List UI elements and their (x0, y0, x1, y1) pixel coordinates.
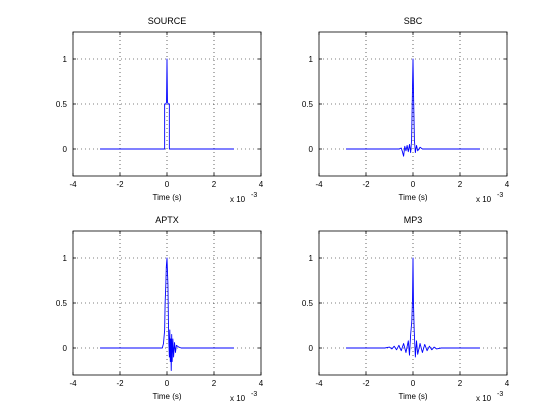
y-tick-label: 0 (309, 145, 314, 154)
x-multiplier-label: x 10 (230, 394, 246, 403)
subplot-sbc: -4 -2 0 2 4 0 0.5 1 SBC Time (s) x 10 -3 (302, 16, 510, 204)
y-tick-label: 0.5 (56, 100, 68, 109)
x-tick-label: -4 (315, 379, 323, 388)
x-tick-label: 2 (458, 379, 463, 388)
y-tick-label: 0.5 (302, 299, 314, 308)
subplot-title: SOURCE (148, 16, 187, 26)
y-tick-label: 1 (309, 254, 314, 263)
y-tick-label: 1 (309, 55, 314, 64)
series-line (100, 58, 234, 150)
subplot-title: SBC (404, 16, 423, 26)
x-tick-label: -4 (315, 180, 323, 189)
x-axis-label: Time (s) (152, 193, 181, 202)
x-tick-label: 2 (458, 180, 463, 189)
subplot-mp3: -4 -2 0 2 4 0 0.5 1 MP3 Time (s) x 10 -3 (302, 215, 510, 403)
y-tick-label: 0 (63, 145, 68, 154)
x-axis-label: Time (s) (398, 193, 427, 202)
x-tick-label: 4 (505, 180, 510, 189)
x-tick-label: 4 (505, 379, 510, 388)
y-tick-label: 1 (63, 254, 68, 263)
x-multiplier-label: x 10 (476, 195, 492, 204)
x-multiplier-exponent: -3 (251, 192, 257, 199)
x-tick-label: 0 (165, 180, 170, 189)
x-tick-label: -2 (362, 180, 370, 189)
subplot-source: -4 -2 0 2 4 0 0.5 1 SOURCE Time (s) x 10 -3 (56, 16, 264, 204)
x-tick-label: 2 (212, 379, 217, 388)
series-line (346, 58, 480, 157)
x-tick-label: -2 (116, 180, 124, 189)
subplot-title: APTX (155, 215, 179, 225)
x-multiplier-exponent: -3 (497, 192, 503, 199)
x-tick-label: 2 (212, 180, 217, 189)
x-tick-label: 0 (411, 180, 416, 189)
subplot-aptx: -4 -2 0 2 4 0 0.5 1 APTX Time (s) x 10 -3 (56, 215, 264, 403)
series-line (100, 257, 234, 371)
x-tick-label: -4 (69, 180, 77, 189)
y-tick-label: 0 (309, 344, 314, 353)
x-axis-label: Time (s) (152, 392, 181, 401)
x-tick-label: 4 (259, 180, 264, 189)
x-tick-label: 4 (259, 379, 264, 388)
y-tick-label: 1 (63, 55, 68, 64)
x-tick-label: -4 (69, 379, 77, 388)
y-tick-label: 0.5 (56, 299, 68, 308)
x-tick-label: -2 (362, 379, 370, 388)
x-tick-label: 0 (411, 379, 416, 388)
x-tick-label: -2 (116, 379, 124, 388)
y-tick-label: 0 (63, 344, 68, 353)
x-multiplier-exponent: -3 (497, 391, 503, 398)
x-multiplier-exponent: -3 (251, 391, 257, 398)
x-axis-label: Time (s) (398, 392, 427, 401)
subplot-title: MP3 (404, 215, 423, 225)
x-multiplier-label: x 10 (476, 394, 492, 403)
x-multiplier-label: x 10 (230, 195, 246, 204)
x-tick-label: 0 (165, 379, 170, 388)
series-line (346, 257, 480, 358)
y-tick-label: 0.5 (302, 100, 314, 109)
